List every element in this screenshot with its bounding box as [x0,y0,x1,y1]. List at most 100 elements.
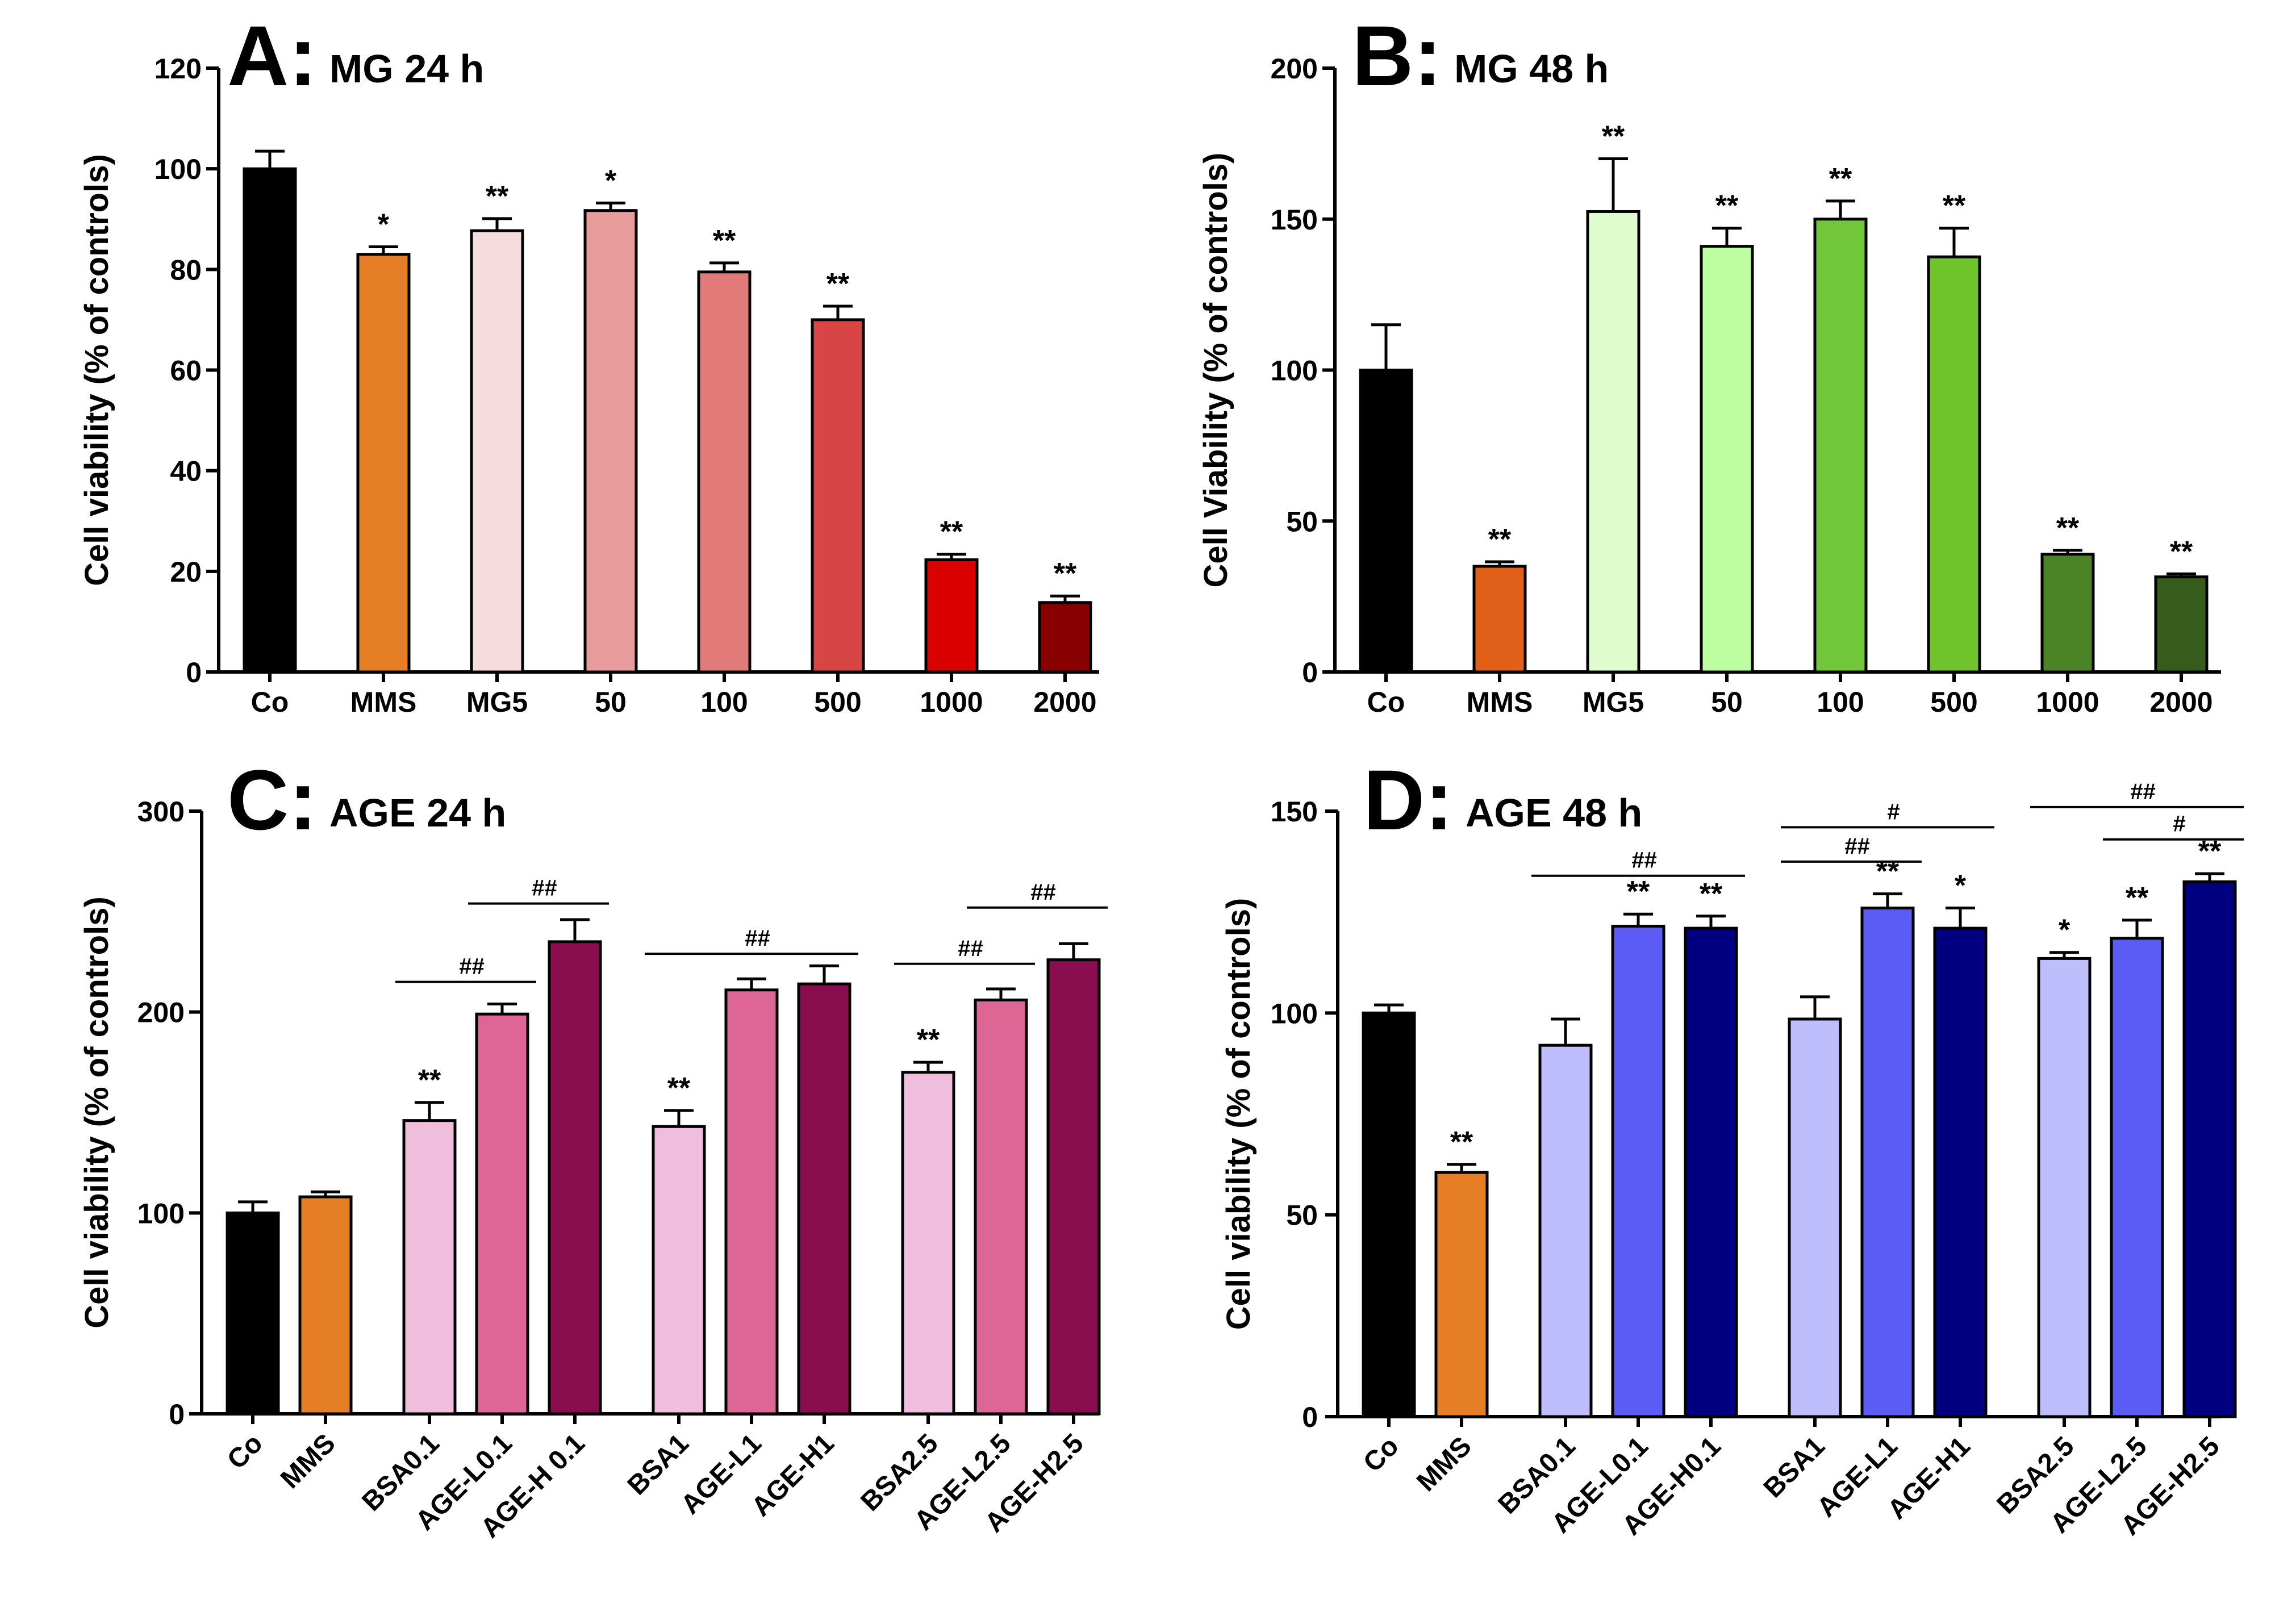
bar-mg5 [470,229,524,674]
bar-bsa2-5 [2037,957,2092,1418]
significance-marker: ** [826,268,850,300]
bar-50 [1700,245,1754,674]
y-tick-label: 0 [186,657,202,688]
y-tick-label: 60 [170,355,202,387]
x-tick-label: 500 [1930,686,1977,718]
bar-co [226,1211,280,1416]
significance-marker: ** [418,1064,441,1097]
bar-bsa0-1 [1538,1043,1593,1418]
bar-1000 [924,558,979,674]
comparison-label: # [2173,812,2186,837]
significance-marker: ** [917,1024,940,1057]
comparison-label: ## [532,876,557,901]
bar-age-h2-5 [2182,880,2237,1418]
x-tick-label: 1000 [2036,686,2099,718]
panel-title: AGE 48 h [1466,791,1642,835]
comparison-label: ## [1631,848,1657,873]
y-tick-label: 300 [137,796,185,828]
significance-marker: ** [1602,120,1625,153]
significance-marker: ** [1450,1126,1473,1159]
x-tick-label: MG5 [466,686,528,718]
bar-50 [583,209,638,674]
significance-marker: ** [2126,882,2149,915]
panel-b: B: MG 48 h Cell Viability (% of controls) 0… [1197,8,2221,718]
significance-marker: ** [667,1072,691,1105]
bar-bsa1 [652,1125,706,1416]
y-tick-label: 50 [1286,1200,1318,1231]
bar-age-h-0-1 [548,940,602,1416]
bar-age-h2-5 [1046,958,1101,1416]
x-tick-label: 2000 [1033,686,1096,718]
bar-100 [1813,218,1868,674]
y-tick-label: 100 [1271,355,1318,387]
significance-marker: ** [1054,557,1077,590]
bar-age-h0-1 [1684,926,1738,1418]
panel-title: MG 24 h [329,47,484,91]
significance-marker: * [2059,914,2070,947]
significance-marker: ** [1715,190,1739,223]
significance-marker: ** [1700,878,1723,911]
bar-bsa1 [1788,1017,1842,1418]
bar-age-l0-1 [1611,925,1665,1418]
bar-500 [1927,255,1981,674]
significance-marker: * [378,208,390,241]
panel-a: A: MG 24 h Cell viability (% of controls) 0… [78,8,1099,718]
bar-mms [356,253,411,674]
significance-marker: ** [2198,835,2222,868]
comparison-label: ## [2130,779,2156,804]
bar-mms [1472,565,1527,674]
significance-marker: ** [1488,523,1512,556]
y-tick-label: 150 [1271,204,1318,236]
bar-age-l1 [1860,907,1915,1418]
x-tick-label: MG5 [1583,686,1644,718]
x-tick-label: 1000 [920,686,983,718]
bar-age-h1 [797,982,851,1416]
bar-age-l2-5 [974,998,1028,1416]
comparison-label: # [1887,799,1900,824]
y-tick-label: 0 [169,1398,185,1430]
x-tick-label: 100 [700,686,748,718]
comparison-label: ## [745,926,770,951]
y-tick-label: 80 [170,254,202,286]
bar-age-l2-5 [2110,937,2164,1418]
bar-1000 [2040,553,2095,674]
bar-co [243,167,297,674]
y-tick-label: 0 [1302,1401,1318,1433]
significance-marker: ** [2170,535,2193,568]
bar-500 [811,318,865,674]
y-axis-label: Cell viability (% of controls) [78,896,115,1329]
y-tick-label: 0 [1302,657,1318,688]
panel-title: MG 48 h [1454,47,1609,91]
significance-marker: ** [940,516,963,549]
y-axis-label: Cell viability (% of controls) [1220,898,1257,1330]
bar-mg5 [1586,210,1640,674]
bar-bsa0-1 [402,1119,457,1416]
significance-marker: * [605,164,617,197]
panel-letter: A: [227,8,317,103]
panel-letter: D: [1363,752,1453,847]
x-tick-label: 500 [814,686,861,718]
bar-100 [697,270,752,674]
bar-2000 [1038,601,1092,674]
y-tick-label: 120 [155,53,202,85]
x-tick-label: 50 [1711,686,1743,718]
bar-co [1362,1011,1416,1418]
bar-mms [1434,1171,1489,1418]
comparison-label: ## [958,936,983,961]
panel-title: AGE 24 h [329,791,506,835]
x-tick-label: Co [1367,686,1405,718]
x-tick-label: 2000 [2149,686,2212,718]
panel-letter: B: [1352,8,1442,103]
y-tick-label: 40 [170,456,202,487]
comparison-label: ## [459,954,485,979]
bar-2000 [2154,575,2209,674]
significance-marker: ** [1829,162,1852,195]
y-tick-label: 100 [137,1197,185,1229]
significance-marker: ** [486,180,509,213]
y-tick-label: 150 [1271,796,1318,828]
significance-marker: ** [713,224,736,257]
y-tick-label: 50 [1286,506,1318,537]
significance-marker: ** [1943,190,1966,223]
y-tick-label: 100 [1271,997,1318,1029]
